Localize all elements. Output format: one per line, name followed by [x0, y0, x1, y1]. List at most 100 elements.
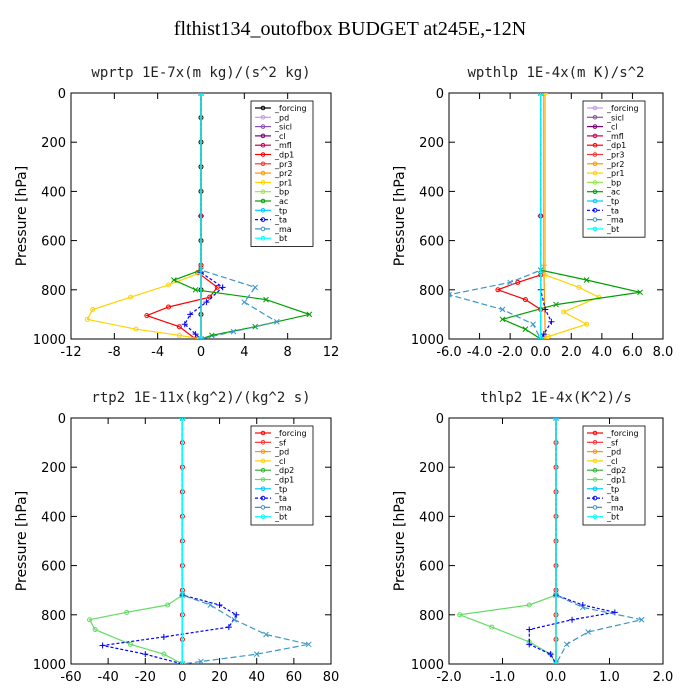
series-point	[198, 93, 204, 96]
legend: _forcing_sf_pd_cl_dp2_dp1_tp_ta_ma_bt	[582, 425, 646, 526]
legend-entry: _pr1	[606, 169, 624, 178]
legend-marker	[260, 133, 266, 139]
panel-2: wpthlp 1E-4x(m K)/s^2 -6.0 -4.0 -2.0 0.0 2.0 4…	[392, 65, 673, 360]
series-group	[87, 418, 312, 664]
legend-entry: _mfl	[606, 132, 624, 141]
series-point	[99, 642, 106, 649]
series-point	[252, 323, 259, 330]
series-point	[160, 633, 167, 640]
plot-frame	[448, 92, 664, 340]
legend-entry: _bt	[274, 513, 287, 522]
legend-marker	[260, 189, 266, 194]
y-axis-label: Pressure [hPa]	[14, 166, 30, 266]
legend-marker	[260, 235, 266, 241]
panel-title: thlp2 1E-4x(K^2)/s	[480, 390, 632, 406]
legend-entry: _pd	[606, 448, 621, 457]
legend-marker	[592, 449, 598, 454]
legend-entry: _dp1	[274, 476, 294, 485]
series-point	[499, 316, 506, 323]
legend-marker	[592, 142, 598, 148]
series-point	[538, 336, 544, 339]
series-point	[171, 277, 177, 283]
panel-title: rtp2 1E-11x(kg^2)/(kg^2 s)	[91, 390, 310, 406]
legend-marker	[592, 495, 598, 501]
series-point	[553, 418, 559, 421]
legend-entry: _dp1	[274, 151, 294, 160]
legend-entry: _ac	[274, 197, 288, 206]
series-line	[102, 418, 238, 664]
legend-marker	[260, 449, 266, 454]
legend-marker	[260, 226, 266, 232]
x-tick-label: -4	[151, 345, 164, 360]
legend-entry: _tp	[274, 206, 287, 215]
legend-marker	[260, 198, 266, 204]
series-point	[214, 284, 220, 290]
legend-marker	[592, 217, 598, 222]
y-axis-label: Pressure [hPa]	[14, 491, 30, 591]
y-tick-label: 1000	[33, 333, 66, 348]
x-tick-label: -1.0	[490, 670, 515, 685]
legend-marker	[260, 514, 266, 520]
x-tick-label: 6.0	[622, 345, 643, 360]
legend-marker	[260, 161, 266, 167]
legend-marker	[260, 477, 266, 482]
legend-marker	[592, 514, 598, 520]
legend: _forcing_sicl_cl_mfl_dp1_pr3_pr2_pr1_bp_…	[582, 100, 646, 238]
series-point	[203, 299, 210, 306]
series-group	[449, 93, 643, 339]
series-line	[540, 93, 601, 339]
series-line	[457, 418, 557, 664]
series-line	[496, 93, 542, 339]
series-point	[548, 318, 555, 325]
series-point	[252, 284, 259, 291]
x-tick-label: -20	[135, 670, 156, 685]
legend-marker	[592, 115, 598, 120]
series-point	[92, 627, 98, 633]
legend-marker	[592, 430, 598, 436]
legend-marker	[260, 495, 266, 501]
series-point	[225, 624, 232, 631]
legend-marker	[592, 105, 598, 111]
y-tick-label: 800	[419, 284, 444, 299]
series-point	[638, 616, 645, 623]
y-tick-label: 600	[41, 560, 66, 575]
series-point	[637, 289, 643, 296]
x-tick-label: 40	[248, 670, 265, 685]
series-point	[545, 334, 551, 339]
x-tick-label: 4.0	[592, 345, 613, 360]
series-point	[263, 631, 269, 638]
legend: _forcing_pd_sicl_cl_mfl_dp1_pr3_pr2_pr1_…	[250, 100, 314, 247]
legend-marker	[592, 161, 598, 167]
legend-entry: _cl	[606, 123, 618, 132]
x-tick-label: -2.0	[436, 670, 461, 685]
series-line	[145, 93, 219, 339]
series-point	[207, 602, 214, 608]
x-tick-label: 20	[211, 670, 228, 685]
legend-entry: _forcing	[606, 429, 639, 438]
series-point	[166, 304, 171, 310]
series-point	[305, 641, 312, 648]
series-point	[526, 602, 532, 608]
legend-entry: _sf	[274, 438, 286, 447]
series-line	[88, 418, 183, 664]
x-tick-label: -60	[60, 670, 81, 685]
panel-3: rtp2 1E-11x(kg^2)/(kg^2 s) -60 -40 -20 0 20 40…	[14, 390, 339, 685]
y-tick-label: 1000	[33, 658, 66, 673]
series-point	[553, 661, 559, 664]
legend-entry: _dp1	[606, 141, 626, 150]
y-tick-label: 1000	[411, 333, 444, 348]
legend-entry: _forcing	[606, 104, 639, 113]
legend-entry: _ma	[274, 225, 292, 234]
series-point	[526, 626, 533, 633]
series-point	[563, 641, 570, 648]
legend-entry: _bp	[274, 188, 289, 197]
series-point	[187, 311, 194, 318]
legend-marker	[260, 458, 266, 464]
x-tick-label: 1.0	[599, 670, 620, 685]
x-tick-label: -12	[60, 345, 81, 360]
legend-marker	[592, 458, 598, 464]
series-point	[547, 651, 554, 658]
y-tick-label: 800	[41, 284, 66, 299]
series-point	[596, 294, 602, 300]
